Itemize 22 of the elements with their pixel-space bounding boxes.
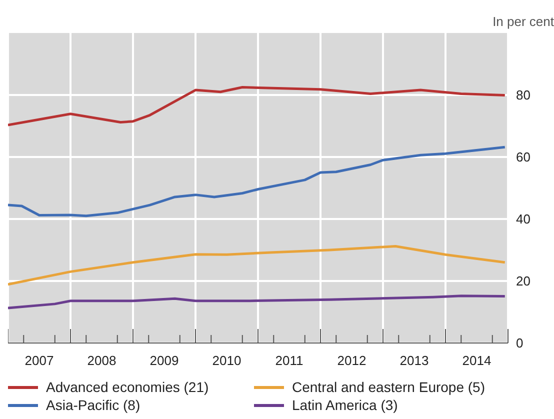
- x-tick-label: 2012: [337, 353, 366, 368]
- legend-label: Central and eastern Europe (5): [292, 379, 485, 395]
- x-tick-label: 2013: [400, 353, 429, 368]
- legend-label: Latin America (3): [292, 397, 398, 413]
- x-tick-label: 2008: [87, 353, 116, 368]
- line-series: [8, 146, 506, 218]
- y-tick-label: 40: [516, 212, 530, 227]
- legend-label: Advanced economies (21): [46, 379, 209, 395]
- x-tick-label: 2011: [275, 353, 304, 368]
- x-tick-label: 2009: [150, 353, 179, 368]
- x-tick-label: 2014: [462, 353, 492, 368]
- legend-label: Asia-Pacific (8): [46, 397, 140, 413]
- y-tick-label: 20: [516, 274, 530, 289]
- y-axis-title: In per cent: [492, 14, 554, 29]
- x-tick-label: 2010: [212, 353, 242, 368]
- line-series: [8, 245, 506, 286]
- line-series: [8, 294, 506, 310]
- y-tick-label: 80: [516, 88, 530, 103]
- x-tick-label: 2007: [24, 353, 54, 368]
- line-series: [8, 86, 506, 126]
- y-tick-label: 60: [516, 150, 530, 165]
- y-tick-label: 0: [516, 336, 524, 351]
